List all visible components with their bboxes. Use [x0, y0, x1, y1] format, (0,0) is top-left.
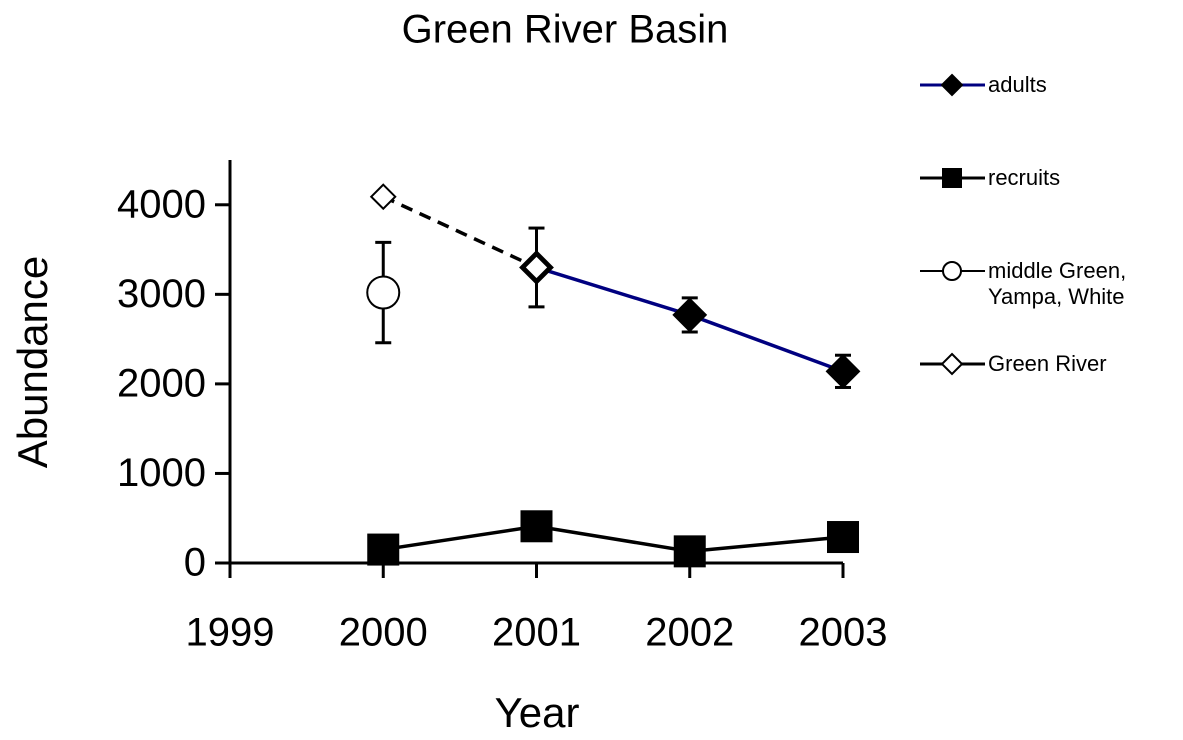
marker — [523, 254, 550, 281]
marker — [672, 297, 708, 333]
marker — [367, 533, 400, 566]
series-line — [382, 195, 538, 270]
marker — [366, 275, 401, 310]
y-tick-label: 0 — [184, 541, 206, 585]
y-tick-label: 2000 — [117, 361, 206, 405]
series-line — [382, 524, 844, 554]
x-tick-label: 2000 — [339, 611, 428, 655]
marker — [369, 183, 397, 211]
y-tick-label: 1000 — [117, 451, 206, 495]
legend-label: adults — [988, 72, 1047, 97]
legend-label: recruits — [988, 165, 1061, 190]
x-tick-label: 2003 — [799, 611, 888, 655]
marker — [942, 168, 962, 188]
legend-label: middle Green, Yampa, White — [988, 258, 1127, 309]
marker — [940, 352, 964, 376]
marker — [673, 535, 706, 568]
x-tick-label: 2001 — [492, 611, 581, 655]
marker — [942, 261, 962, 281]
x-axis-label: Year — [495, 689, 580, 736]
chart-title: Green River Basin — [402, 8, 729, 52]
marker — [520, 510, 553, 543]
x-tick-label: 2002 — [645, 611, 734, 655]
marker — [825, 353, 861, 389]
x-tick-label: 1999 — [186, 611, 275, 655]
y-axis-label: Abundance — [9, 256, 56, 469]
legend-label: Green River — [988, 351, 1107, 376]
y-tick-label: 4000 — [117, 182, 206, 226]
marker — [827, 521, 859, 554]
marker — [940, 73, 964, 97]
y-tick-label: 3000 — [117, 272, 206, 316]
